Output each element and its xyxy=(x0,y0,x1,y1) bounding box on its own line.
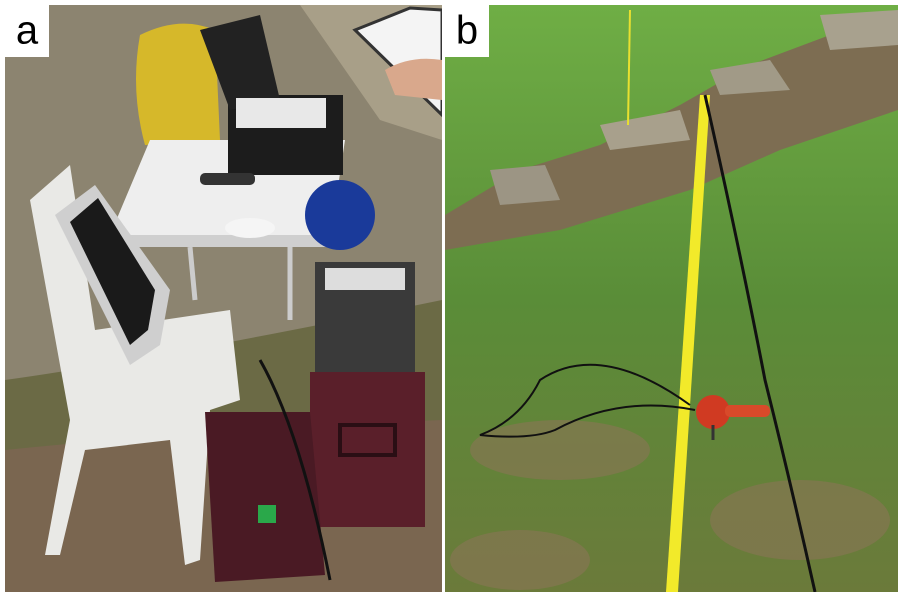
figure: a b xyxy=(0,0,903,595)
case-panel xyxy=(236,98,326,128)
mouse xyxy=(225,218,275,238)
sticker xyxy=(258,505,276,523)
radio xyxy=(200,173,255,185)
photo-b xyxy=(445,5,898,592)
rock xyxy=(820,10,898,50)
console-keypad xyxy=(325,268,405,290)
open-box xyxy=(205,412,325,582)
storage-box xyxy=(310,372,425,527)
cable-reel xyxy=(305,180,375,250)
electrode-connector xyxy=(696,395,730,429)
bare-soil xyxy=(470,420,650,480)
panel-label: b xyxy=(456,9,478,53)
table-edge xyxy=(110,235,330,247)
page: a b (() => { const data = JSON.parse(doc… xyxy=(0,0,903,595)
photo-a xyxy=(5,5,442,592)
bare-soil xyxy=(450,530,590,590)
panel-label: a xyxy=(16,9,39,53)
connector-body xyxy=(725,405,770,417)
